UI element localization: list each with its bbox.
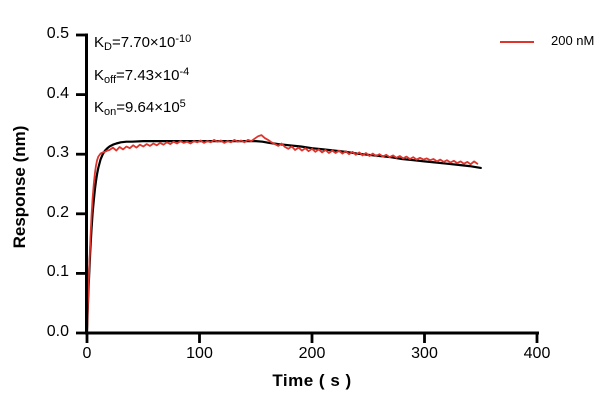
legend-label: 200 nM <box>551 33 595 48</box>
kon-value: Kon=9.64×105 <box>94 98 186 118</box>
y-tick-label-0.4: 0.4 <box>46 84 69 102</box>
x-tick-label-300: 300 <box>411 345 438 362</box>
x-tick-label-100: 100 <box>186 345 213 362</box>
y-tick-label-0.3: 0.3 <box>46 144 69 162</box>
y-axis <box>76 33 88 335</box>
legend-line-swatch <box>500 40 534 43</box>
x-axis <box>85 331 539 343</box>
kd-value: KD=7.70×10-10 <box>94 33 192 53</box>
x-tick-label-0: 0 <box>82 345 92 362</box>
x-tick-label-400: 400 <box>523 345 551 362</box>
fit-curve <box>85 140 482 335</box>
y-tick-label-0.1: 0.1 <box>46 263 69 281</box>
y-tick-label-0.2: 0.2 <box>46 203 69 221</box>
y-axis-title: Response (nm) <box>10 125 29 249</box>
x-tick-label-200: 200 <box>298 345 326 362</box>
koff-value: Koff=7.43×10-4 <box>94 65 190 86</box>
y-tick-label-0.5: 0.5 <box>46 25 69 42</box>
x-axis-title: Time ( s ) <box>272 371 352 390</box>
kinetic-constants-annotation: KD=7.70×10-10 Koff=7.43×10-4 Kon=9.64×10… <box>94 27 191 125</box>
y-tick-label-0.0: 0.0 <box>46 323 69 340</box>
measured-curve-200nM <box>86 134 479 334</box>
